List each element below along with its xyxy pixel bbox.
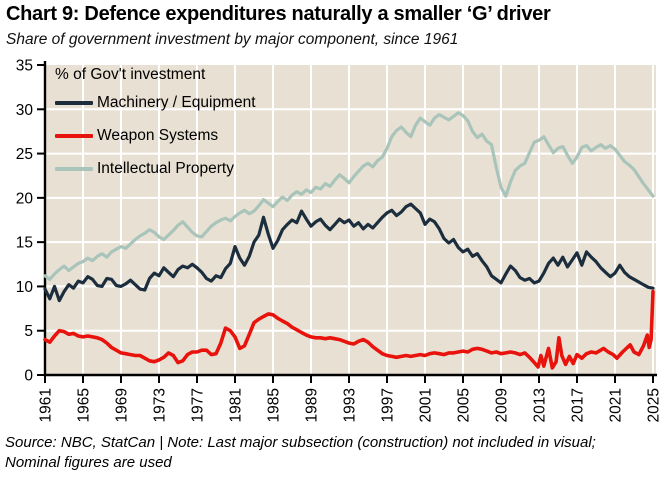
source-note: Source: NBC, StatCan | Note: Last major … xyxy=(5,433,657,473)
legend-item-weapon-systems: Weapon Systems xyxy=(55,127,256,145)
y-tick-label: 30 xyxy=(16,102,34,119)
legend-label: Weapon Systems xyxy=(97,127,219,144)
x-tick-label: 2009 xyxy=(494,388,511,422)
y-tick-label: 20 xyxy=(16,190,34,207)
series-line-weapon-systems xyxy=(43,289,655,370)
source-note-line2: Nominal figures are used xyxy=(5,454,172,471)
machinery-line-swatch xyxy=(55,101,93,105)
x-tick-label: 2021 xyxy=(608,388,625,422)
y-tick-label: 5 xyxy=(24,323,33,340)
x-tick-label: 2005 xyxy=(456,388,473,422)
x-tick-label: 1961 xyxy=(38,388,55,422)
chart-title: Chart 9: Defence expenditures naturally … xyxy=(6,3,551,25)
x-tick-label: 2025 xyxy=(646,388,660,422)
x-tick-label: 1973 xyxy=(152,388,169,422)
legend-label: Machinery / Equipment xyxy=(97,94,256,111)
x-tick-label: 1969 xyxy=(114,388,131,422)
axis-unit-label: % of Gov't investment xyxy=(55,66,206,83)
series-line-machinery-equipment xyxy=(43,202,655,303)
chart-subtitle: Share of government investment by major … xyxy=(6,31,459,48)
legend-item-machinery-equipment: Machinery / Equipment xyxy=(55,94,256,112)
x-tick-label: 1989 xyxy=(304,388,321,422)
y-tick-label: 10 xyxy=(16,279,34,296)
x-tick-label: 1997 xyxy=(380,388,397,422)
y-tick-label: 0 xyxy=(24,368,33,385)
x-tick-label: 1985 xyxy=(266,388,283,422)
x-tick-label: 1993 xyxy=(342,388,359,422)
y-tick-label: 25 xyxy=(16,146,33,163)
x-tick-label: 1981 xyxy=(228,388,245,422)
x-tick-label: 1965 xyxy=(76,388,93,422)
source-note-line1: Source: NBC, StatCan | Note: Last major … xyxy=(5,434,596,451)
intellectual-property-line-swatch xyxy=(55,167,93,171)
y-tick-label: 15 xyxy=(16,235,33,252)
x-tick-label: 2017 xyxy=(570,388,587,422)
x-tick-label: 2001 xyxy=(418,388,435,422)
x-tick-label: 2013 xyxy=(532,388,549,422)
y-tick-label: 35 xyxy=(16,58,33,75)
legend-label: Intellectual Property xyxy=(97,160,234,177)
weapon-systems-line-swatch xyxy=(55,134,93,138)
legend-item-intellectual-property: Intellectual Property xyxy=(55,160,256,178)
x-tick-label: 1977 xyxy=(190,388,207,422)
series-line-intellectual-property xyxy=(43,111,655,281)
chart-legend: % of Gov't investment Machinery / Equipm… xyxy=(55,66,256,193)
